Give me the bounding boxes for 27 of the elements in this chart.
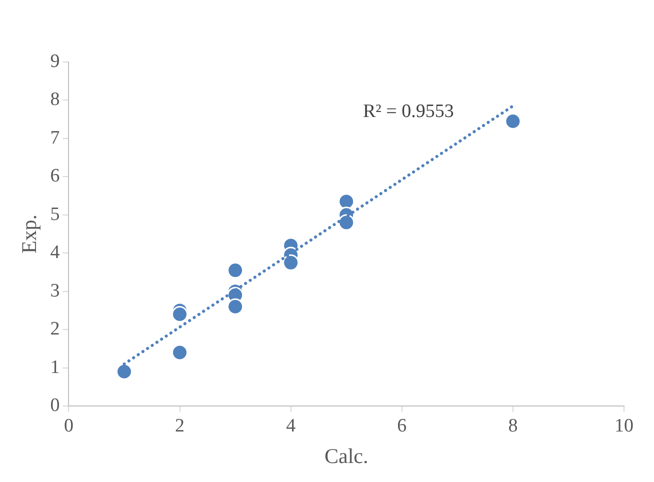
y-axis-title: Exp. [17, 214, 42, 254]
y-tick-label: 5 [50, 204, 60, 225]
x-axis-title: Calc. [324, 444, 368, 468]
y-tick-label: 4 [50, 242, 60, 264]
point [227, 262, 244, 279]
y-tick-label: 0 [50, 394, 60, 416]
y-tick-label: 6 [50, 166, 60, 187]
x-tick-label: 2 [175, 415, 185, 436]
y-tick-label: 8 [50, 89, 60, 110]
y-tick-label: 3 [50, 280, 60, 302]
point [172, 344, 188, 361]
x-tick-label: 4 [286, 415, 296, 436]
point [282, 254, 300, 271]
point [504, 112, 522, 130]
point [227, 298, 244, 315]
x-tick-label: 6 [397, 415, 407, 436]
x-tick-label: 10 [614, 415, 634, 436]
y-tick-label: 2 [50, 318, 60, 340]
y-tick-label: 1 [50, 356, 60, 378]
x-tick-label: 0 [64, 415, 74, 436]
x-tick-label: 8 [508, 415, 518, 436]
y-tick-label: 9 [50, 50, 60, 72]
y-tick-label: 7 [50, 127, 60, 148]
point [338, 214, 355, 231]
point [116, 363, 132, 380]
point [172, 306, 188, 323]
annotation: R² = 0.9553 [363, 100, 454, 122]
